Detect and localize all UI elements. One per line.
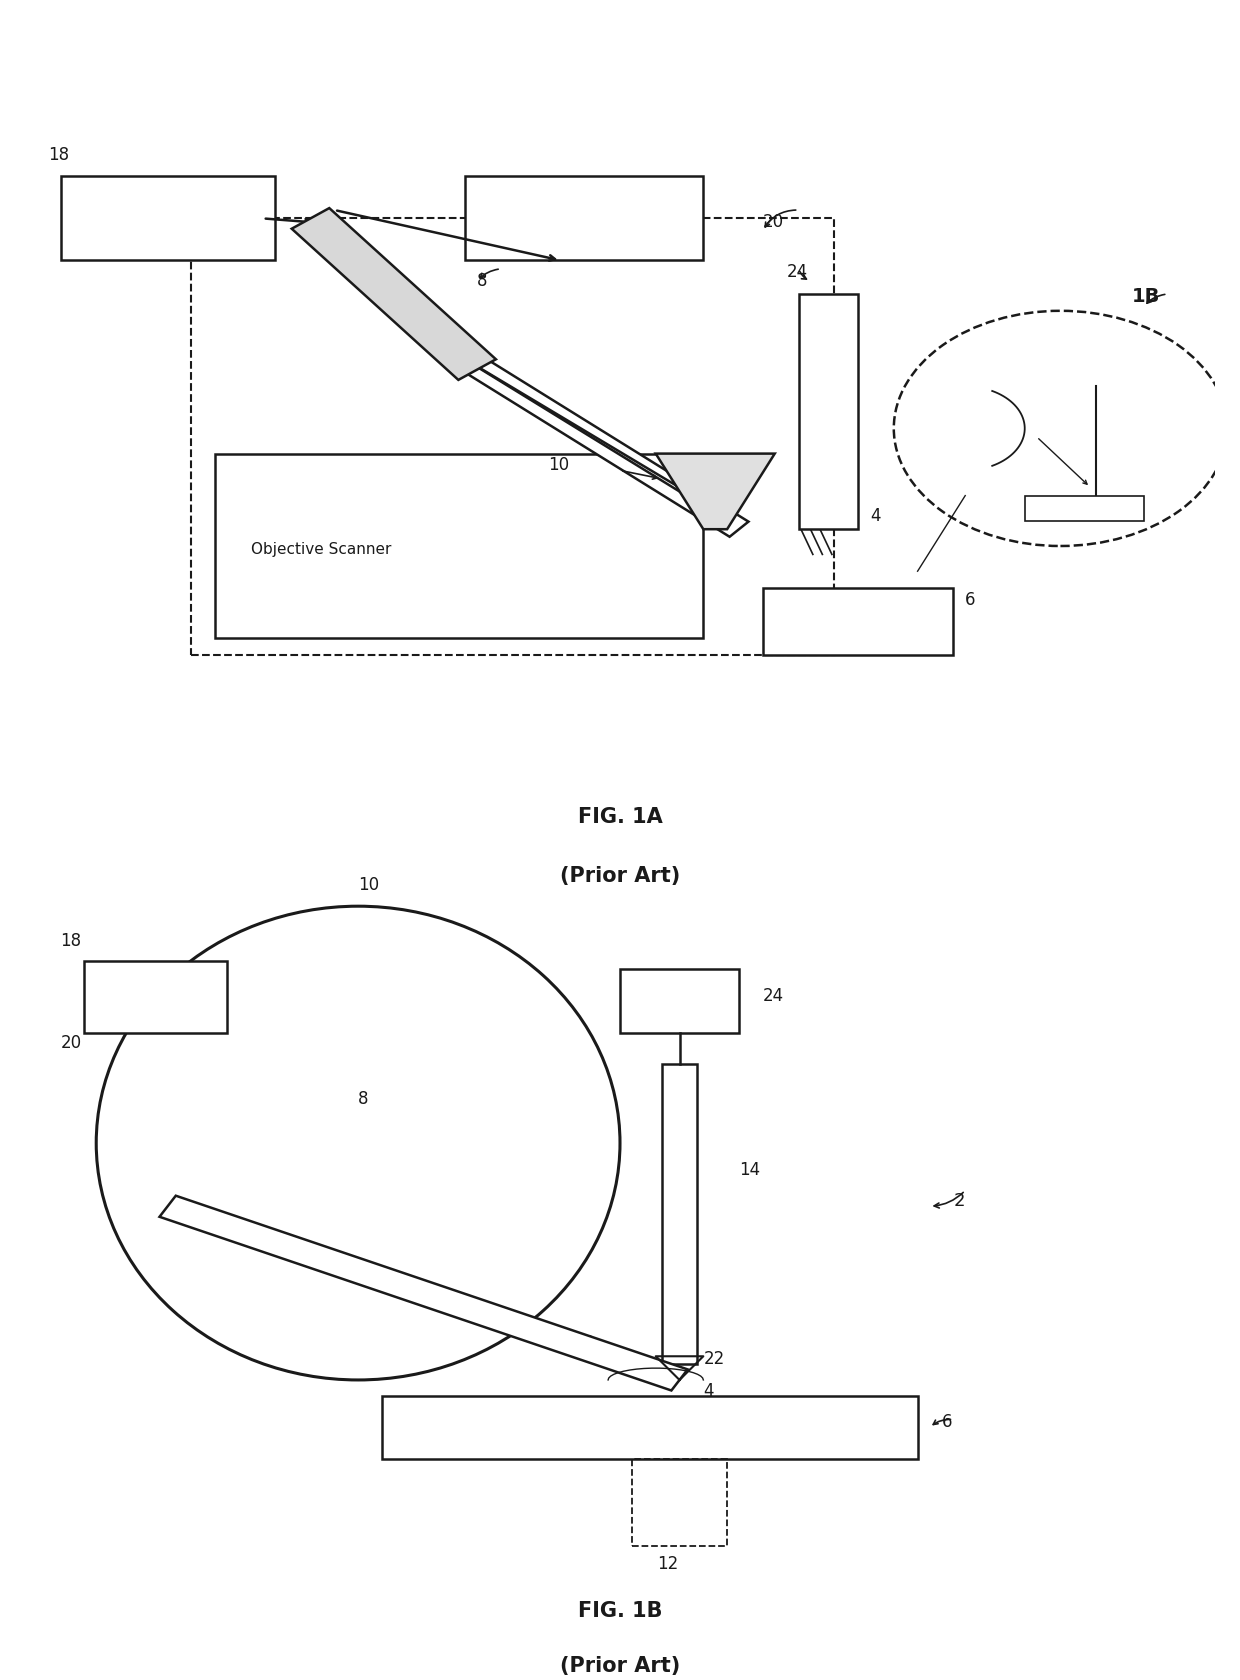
- Text: 10: 10: [548, 457, 569, 474]
- Text: 4: 4: [703, 1381, 714, 1399]
- Polygon shape: [432, 336, 749, 538]
- Polygon shape: [656, 454, 775, 529]
- Text: 10: 10: [358, 877, 379, 894]
- Text: 6: 6: [941, 1413, 952, 1431]
- Bar: [763, 588, 954, 655]
- Text: 1B: 1B: [1132, 287, 1161, 306]
- Text: (Prior Art): (Prior Art): [560, 1656, 680, 1677]
- Bar: [465, 176, 703, 260]
- Text: 4: 4: [870, 507, 880, 524]
- Bar: [61, 176, 275, 260]
- Text: FIG. 1B: FIG. 1B: [578, 1601, 662, 1621]
- Polygon shape: [291, 208, 496, 380]
- Bar: [662, 1063, 697, 1364]
- Text: 12: 12: [657, 1556, 678, 1574]
- Text: 8: 8: [477, 272, 487, 289]
- Bar: [632, 1458, 727, 1546]
- Polygon shape: [160, 1196, 688, 1391]
- Bar: [191, 218, 835, 655]
- Text: Objective Scanner: Objective Scanner: [250, 543, 392, 558]
- Text: 6: 6: [965, 591, 976, 608]
- Bar: [382, 1396, 918, 1458]
- Bar: [799, 294, 858, 529]
- Bar: [620, 969, 739, 1033]
- Text: 8: 8: [358, 1090, 368, 1107]
- Bar: [1024, 496, 1143, 521]
- Text: 18: 18: [61, 932, 82, 949]
- Text: 16: 16: [573, 1334, 594, 1352]
- Text: (Prior Art): (Prior Art): [560, 865, 680, 885]
- Bar: [216, 454, 703, 638]
- Text: FIG. 1A: FIG. 1A: [578, 806, 662, 827]
- Text: 20: 20: [61, 1035, 82, 1052]
- Text: 24: 24: [786, 264, 807, 281]
- Text: 14: 14: [739, 1161, 760, 1179]
- Text: 18: 18: [48, 146, 69, 163]
- Bar: [84, 961, 227, 1033]
- Text: 20: 20: [763, 213, 784, 230]
- Text: 24: 24: [763, 986, 784, 1005]
- Text: 22: 22: [703, 1351, 724, 1368]
- Text: 2: 2: [954, 1193, 965, 1210]
